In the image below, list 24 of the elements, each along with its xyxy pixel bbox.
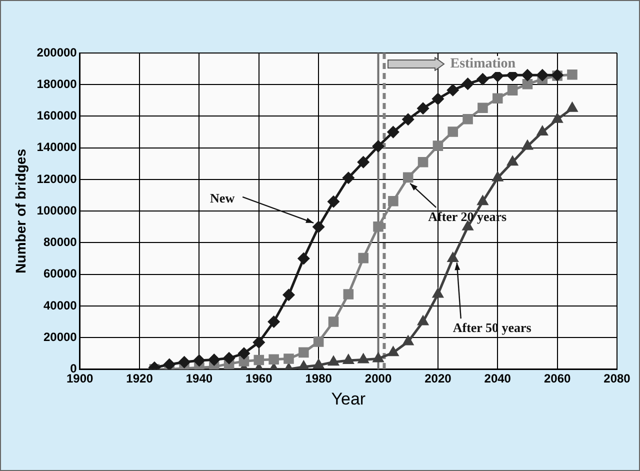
y-tick-label: 80000 xyxy=(43,235,78,250)
annotation: New xyxy=(210,190,236,206)
x-tick-label: 1920 xyxy=(126,372,154,386)
y-tick-label: 120000 xyxy=(36,172,78,186)
x-tick-label: 2000 xyxy=(364,372,392,386)
y-tick-label: 200000 xyxy=(36,45,78,60)
x-tick-label: 2040 xyxy=(484,372,512,386)
x-tick-label: 2020 xyxy=(424,372,452,386)
x-tick-label: 2080 xyxy=(604,372,631,386)
y-tick-label: 160000 xyxy=(36,108,78,123)
y-tick-label: 100000 xyxy=(36,203,78,218)
y-tick-label: 20000 xyxy=(43,330,78,344)
y-axis-title: Number of bridges xyxy=(12,148,28,274)
x-axis-title: Year xyxy=(331,389,366,408)
x-tick-label: 2060 xyxy=(544,372,571,386)
x-tick-label: 1980 xyxy=(305,372,332,386)
x-tick-label: 1900 xyxy=(66,372,94,386)
y-tick-label: 60000 xyxy=(43,266,78,281)
y-tick-label: 40000 xyxy=(43,298,78,312)
x-tick-label: 1960 xyxy=(246,372,273,386)
x-tick-label: 1940 xyxy=(186,372,213,386)
y-tick-label: 140000 xyxy=(36,140,78,154)
annotation: Estimation xyxy=(450,56,516,72)
y-tick-label: 180000 xyxy=(36,76,78,91)
